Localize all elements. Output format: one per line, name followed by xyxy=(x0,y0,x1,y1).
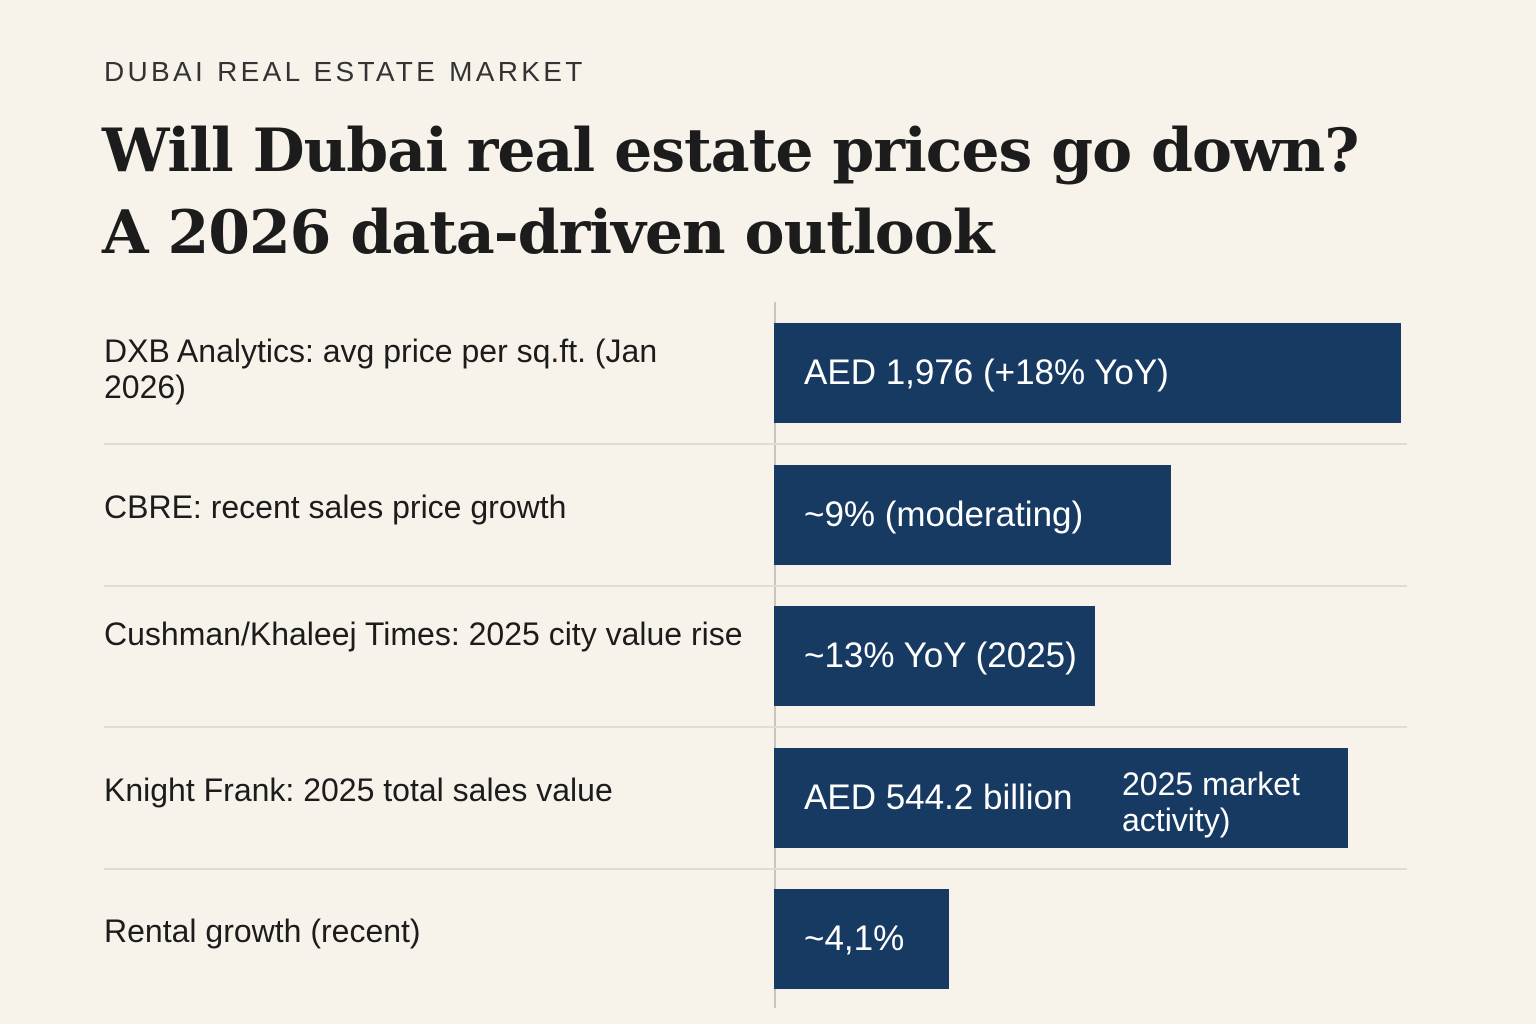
row-label: Cushman/Khaleej Times: 2025 city value r… xyxy=(104,616,743,652)
row-label: Knight Frank: 2025 total sales value xyxy=(104,772,613,808)
row-label: CBRE: recent sales price growth xyxy=(104,489,567,525)
row-label: Rental growth (recent) xyxy=(104,913,421,949)
page-title: Will Dubai real estate prices go down? A… xyxy=(102,110,1402,274)
row-separator xyxy=(104,585,1407,587)
bar: ~13% YoY (2025) xyxy=(774,606,1095,706)
bar: ~9% (moderating) xyxy=(774,465,1171,565)
eyebrow-label: DUBAI REAL ESTATE MARKET xyxy=(104,56,586,87)
row-separator xyxy=(104,443,1407,445)
row-separator xyxy=(104,868,1407,870)
bar-value-label: AED 544.2 billion xyxy=(804,778,1073,817)
row-separator xyxy=(104,726,1407,728)
bar-value-label: ~4,1% xyxy=(804,919,905,958)
bar-value-label: ~9% (moderating) xyxy=(804,495,1084,534)
row-label: DXB Analytics: avg price per sq.ft. (Jan… xyxy=(104,333,658,405)
title-line-2: A 2026 data-driven outlook xyxy=(102,198,994,268)
bar: AED 544.2 billion 2025 market activity) xyxy=(774,748,1348,848)
bar-value-label: AED 1,976 (+18% YoY) xyxy=(804,353,1169,392)
bar-note-label: 2025 market activity) xyxy=(1122,766,1300,838)
bar-value-label: ~13% YoY (2025) xyxy=(804,636,1077,675)
title-line-1: Will Dubai real estate prices go down? xyxy=(102,116,1359,186)
bar: AED 1,976 (+18% YoY) xyxy=(774,323,1401,423)
bar: ~4,1% xyxy=(774,889,949,989)
